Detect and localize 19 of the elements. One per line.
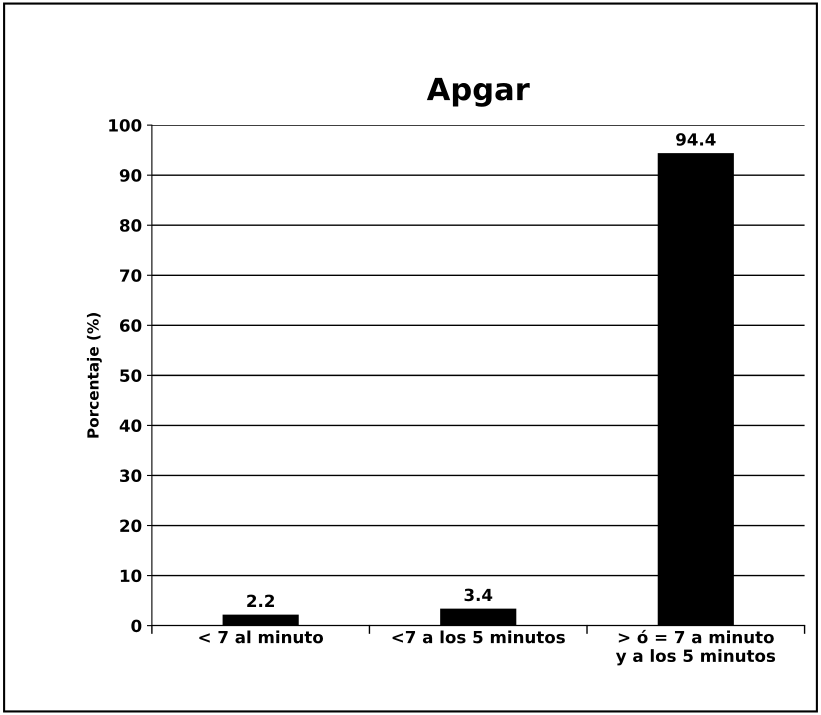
y-tick-label: 100	[109, 119, 142, 132]
y-axis-title: Porcentaje (%)	[86, 313, 102, 438]
y-tick-label: 70	[120, 269, 142, 282]
y-tick-label: 20	[120, 519, 142, 532]
y-tick-label: 10	[120, 570, 142, 582]
y-tick-label: 30	[120, 469, 142, 482]
data-label: 3.4	[464, 588, 492, 602]
y-tick-label: 90	[120, 169, 142, 182]
y-tick-label: 40	[120, 419, 142, 432]
x-tick-label: > ó = 7 a minuto y a los 5 minutos	[616, 630, 776, 666]
y-tick-label: 60	[120, 319, 142, 332]
data-label: 2.2	[247, 594, 274, 607]
data-label: 94.4	[676, 133, 716, 146]
y-tick-label: 80	[120, 219, 142, 232]
y-tick-label: 50	[120, 369, 142, 382]
x-tick-label: <7 a los 5 minutos	[392, 630, 565, 644]
x-tick-label: < 7 al minuto	[199, 630, 324, 644]
chart-title: Apgar	[426, 78, 530, 107]
y-tick-label: 0	[131, 620, 142, 632]
